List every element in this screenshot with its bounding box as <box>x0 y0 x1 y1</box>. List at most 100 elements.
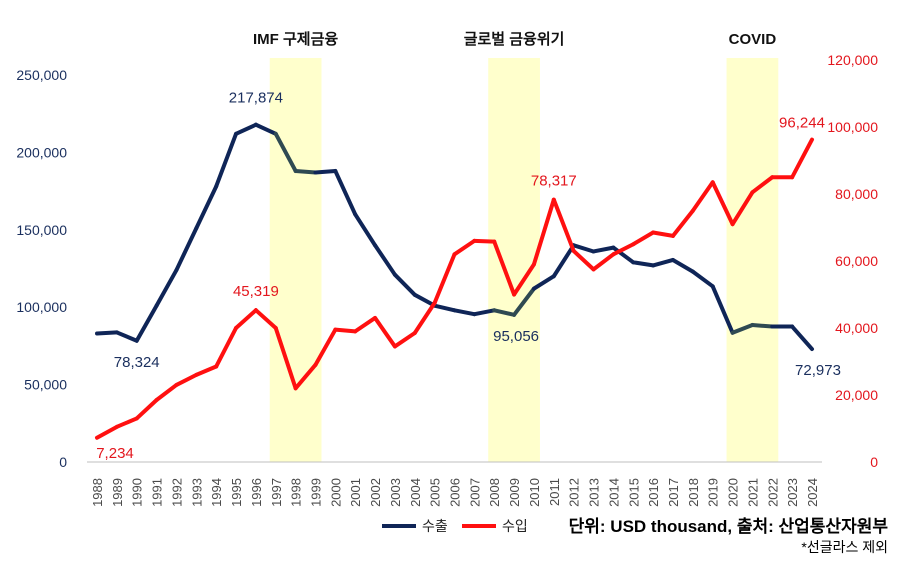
import-segment-2006 <box>452 238 477 257</box>
x-tick-label: 2012 <box>567 478 582 507</box>
export-segment-1988 <box>95 330 119 336</box>
import-label-1996: 45,319 <box>233 283 279 300</box>
shaded-period-label-2: COVID <box>729 31 777 48</box>
legend-import-label: 수입 <box>502 518 528 534</box>
import-segment-2023 <box>790 137 814 180</box>
left-tick-label: 250,000 <box>16 67 67 83</box>
legend: 수출 수입 <box>382 518 528 534</box>
x-tick-label: 1996 <box>249 478 264 507</box>
shaded-period-1 <box>488 58 540 462</box>
import-segment-1995 <box>234 308 258 330</box>
data-labels: 78,324 217,874 95,056 72,973 7,234 45,319 78,3… <box>96 90 841 462</box>
export-segment-1991 <box>154 268 179 308</box>
exclusion-note: *선글라스 제외 <box>801 539 888 555</box>
import-segment-2011 <box>551 197 576 253</box>
export-segment-1992 <box>174 226 199 273</box>
import-segment-1996 <box>253 308 278 330</box>
import-segment-1997 <box>273 326 298 391</box>
import-segment-1991 <box>154 382 179 403</box>
legend-export-label: 수출 <box>422 518 448 534</box>
x-tick-label: 2024 <box>805 478 820 507</box>
import-segment-2015 <box>631 230 656 247</box>
export-segment-1990 <box>134 303 159 343</box>
import-segment-1994 <box>214 326 239 369</box>
x-tick-label: 2002 <box>368 478 383 507</box>
x-tick-label: 1995 <box>229 478 244 507</box>
import-segment-2019 <box>710 180 735 227</box>
import-segment-1990 <box>134 398 159 421</box>
export-segment-1996 <box>253 122 278 136</box>
left-tick-label: 0 <box>59 454 67 470</box>
left-tick-label: 100,000 <box>16 299 67 315</box>
export-label-1996: 217,874 <box>229 90 283 107</box>
export-segment-1993 <box>194 184 219 231</box>
right-tick-label: 0 <box>870 454 878 470</box>
shaded-period-label-1: 글로벌 금융위기 <box>464 31 565 48</box>
x-axis: 1988 1989 1990 1991 1992 1993 1994 1995 1996 1997… <box>87 461 822 507</box>
right-tick-label: 100,000 <box>827 119 878 135</box>
shaded-period-2 <box>726 58 779 462</box>
import-segment-1988 <box>95 424 119 440</box>
x-tick-label: 1997 <box>269 478 284 507</box>
import-segment-1992 <box>174 372 199 387</box>
x-tick-label: 1988 <box>90 478 105 507</box>
x-tick-label: 2006 <box>448 478 463 507</box>
import-segment-1998 <box>293 362 318 391</box>
export-segment-1995 <box>234 122 258 136</box>
export-segment-2007 <box>472 308 497 317</box>
export-segment-1989 <box>114 330 139 343</box>
right-tick-label: 40,000 <box>835 320 878 336</box>
export-segment-2019 <box>710 284 735 335</box>
export-segment-1994 <box>214 131 239 189</box>
export-label-1990: 78,324 <box>114 354 160 371</box>
export-segment-2014 <box>611 245 636 265</box>
shaded-period-0 <box>269 58 322 462</box>
source-note: 단위: USD thousand, 출처: 산업통산자원부 <box>569 517 889 536</box>
x-tick-label: 1990 <box>130 478 145 507</box>
x-tick-label: 1991 <box>150 478 165 507</box>
export-segment-1998 <box>293 168 318 175</box>
import-segment-2002 <box>373 315 397 349</box>
right-tick-label: 20,000 <box>835 387 878 403</box>
export-label-2009: 95,056 <box>493 328 539 345</box>
x-tick-label: 2001 <box>348 478 363 507</box>
export-segment-2012 <box>571 243 596 254</box>
export-segment-2013 <box>591 245 616 254</box>
import-segment-2018 <box>690 180 715 213</box>
x-tick-label: 2000 <box>328 478 343 507</box>
export-segment-2018 <box>690 269 715 289</box>
export-segment-2017 <box>670 257 695 274</box>
export-segment-2001 <box>353 212 378 248</box>
import-segment-2013 <box>591 252 616 272</box>
x-tick-label: 2011 <box>547 478 562 506</box>
export-segment-2011 <box>551 243 576 279</box>
import-segment-1999 <box>313 327 338 367</box>
right-tick-label: 60,000 <box>835 253 878 269</box>
left-y-axis: 0 50,000 100,000 150,000 200,000 250,000 <box>16 67 67 470</box>
x-tick-label: 2022 <box>765 478 780 507</box>
x-tick-label: 2015 <box>626 478 641 507</box>
x-tick-label: 2013 <box>587 478 602 507</box>
export-segment-2020 <box>730 323 755 335</box>
x-tick-label: 2008 <box>487 478 502 507</box>
import-segment-2003 <box>392 331 417 349</box>
x-tick-label: 2016 <box>646 478 661 507</box>
import-series <box>95 137 814 440</box>
x-tick-label: 1999 <box>308 478 323 507</box>
export-segment-2004 <box>412 292 437 308</box>
x-tick-label: 2004 <box>408 478 423 507</box>
import-segment-2007 <box>472 238 497 244</box>
left-tick-label: 200,000 <box>16 144 67 160</box>
x-tick-label: 2023 <box>785 478 800 507</box>
x-tick-label: 2018 <box>686 478 701 507</box>
import-segment-2010 <box>531 197 556 267</box>
x-tick-label: 2021 <box>745 478 760 507</box>
import-segment-2016 <box>651 230 675 238</box>
import-segment-1993 <box>194 364 219 377</box>
right-y-axis: 0 20,000 40,000 60,000 80,000 100,000 120,000 <box>827 52 878 470</box>
x-tick-label: 2005 <box>428 478 443 507</box>
export-segment-2021 <box>750 323 775 329</box>
export-label-2024: 72,973 <box>795 362 841 379</box>
right-tick-label: 80,000 <box>835 186 878 202</box>
